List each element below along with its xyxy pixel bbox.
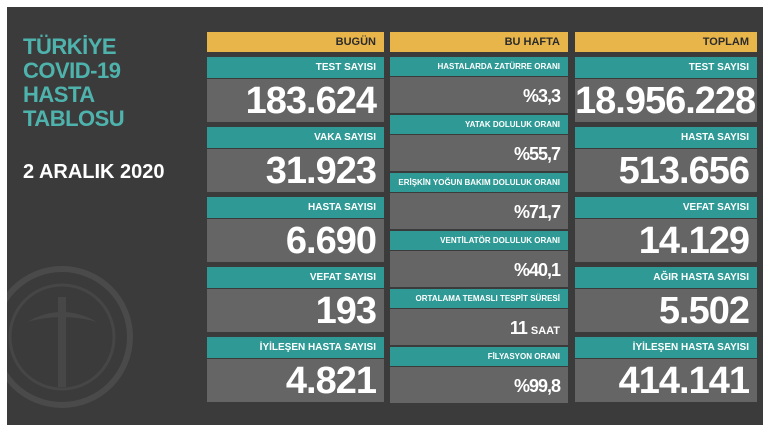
- value-unit: SAAT: [530, 325, 560, 337]
- row-value: 11 SAAT: [390, 309, 568, 345]
- value-text: 14.129: [638, 220, 750, 262]
- value-text: 193: [315, 290, 377, 332]
- value-text: %3,3: [522, 86, 561, 106]
- row-value: 414.141: [575, 359, 757, 402]
- date: 2 ARALIK 2020: [23, 161, 165, 183]
- row-label: AĞIR HASTA SAYISI: [575, 267, 757, 288]
- row-value: 513.656: [575, 149, 757, 192]
- row-value: %71,7: [390, 193, 568, 229]
- row-label: VAKA SAYISI: [207, 127, 384, 148]
- column-header: BU HAFTA: [390, 32, 568, 52]
- emblem: [7, 266, 133, 408]
- row-label: VENTİLATÖR DOLULUK ORANI: [390, 231, 568, 250]
- value-text: %40,1: [513, 260, 561, 280]
- row-label: ORTALAMA TEMASLI TESPİT SÜRESİ: [390, 289, 568, 308]
- value-text: 4.821: [285, 360, 377, 402]
- value-text: 414.141: [618, 360, 750, 402]
- row-label: İYİLEŞEN HASTA SAYISI: [207, 337, 384, 358]
- value-text: 31.923: [265, 150, 377, 192]
- value-text: 5.502: [658, 290, 750, 332]
- value-text: 513.656: [618, 150, 750, 192]
- row-value: %3,3: [390, 77, 568, 113]
- column-header: BUGÜN: [207, 32, 384, 52]
- row-value: 14.129: [575, 219, 757, 262]
- row-label: VEFAT SAYISI: [575, 197, 757, 218]
- value-text: %71,7: [513, 202, 561, 222]
- row-label: İYİLEŞEN HASTA SAYISI: [575, 337, 757, 358]
- value-text: %99,8: [513, 376, 561, 396]
- row-value: %99,8: [390, 367, 568, 403]
- title-line: COVID-19: [23, 58, 121, 83]
- row-label: YATAK DOLULUK ORANI: [390, 115, 568, 134]
- row-value: 31.923: [207, 149, 384, 192]
- row-label: ERİŞKİN YOĞUN BAKIM DOLULUK ORANI: [390, 173, 568, 192]
- row-value: 6.690: [207, 219, 384, 262]
- row-label: FİLYASYON ORANI: [390, 347, 568, 366]
- value-text: %55,7: [513, 144, 561, 164]
- value-text: 183.624: [245, 80, 377, 122]
- title-line: HASTA: [23, 82, 95, 107]
- column-header: TOPLAM: [575, 32, 757, 52]
- row-value: 183.624: [207, 79, 384, 122]
- row-value: %55,7: [390, 135, 568, 171]
- row-value: 193: [207, 289, 384, 332]
- value-text: 6.690: [285, 220, 377, 262]
- row-label: HASTA SAYISI: [207, 197, 384, 218]
- title-line: TABLOSU: [23, 106, 125, 131]
- row-label: TEST SAYISI: [207, 57, 384, 78]
- row-label: HASTA SAYISI: [575, 127, 757, 148]
- panel: TÜRKİYE COVID-19 HASTA TABLOSU 2 ARALIK 202…: [7, 7, 763, 425]
- row-value: 4.821: [207, 359, 384, 402]
- value-text: 18.956.228: [575, 80, 756, 122]
- row-value: 5.502: [575, 289, 757, 332]
- title-line: TÜRKİYE: [23, 34, 117, 59]
- row-label: VEFAT SAYISI: [207, 267, 384, 288]
- row-value: 18.956.228: [575, 79, 757, 122]
- row-label: TEST SAYISI: [575, 57, 757, 78]
- row-label: HASTALARDA ZATÜRRE ORANI: [390, 57, 568, 76]
- value-text: 11: [509, 318, 528, 338]
- row-value: %40,1: [390, 251, 568, 287]
